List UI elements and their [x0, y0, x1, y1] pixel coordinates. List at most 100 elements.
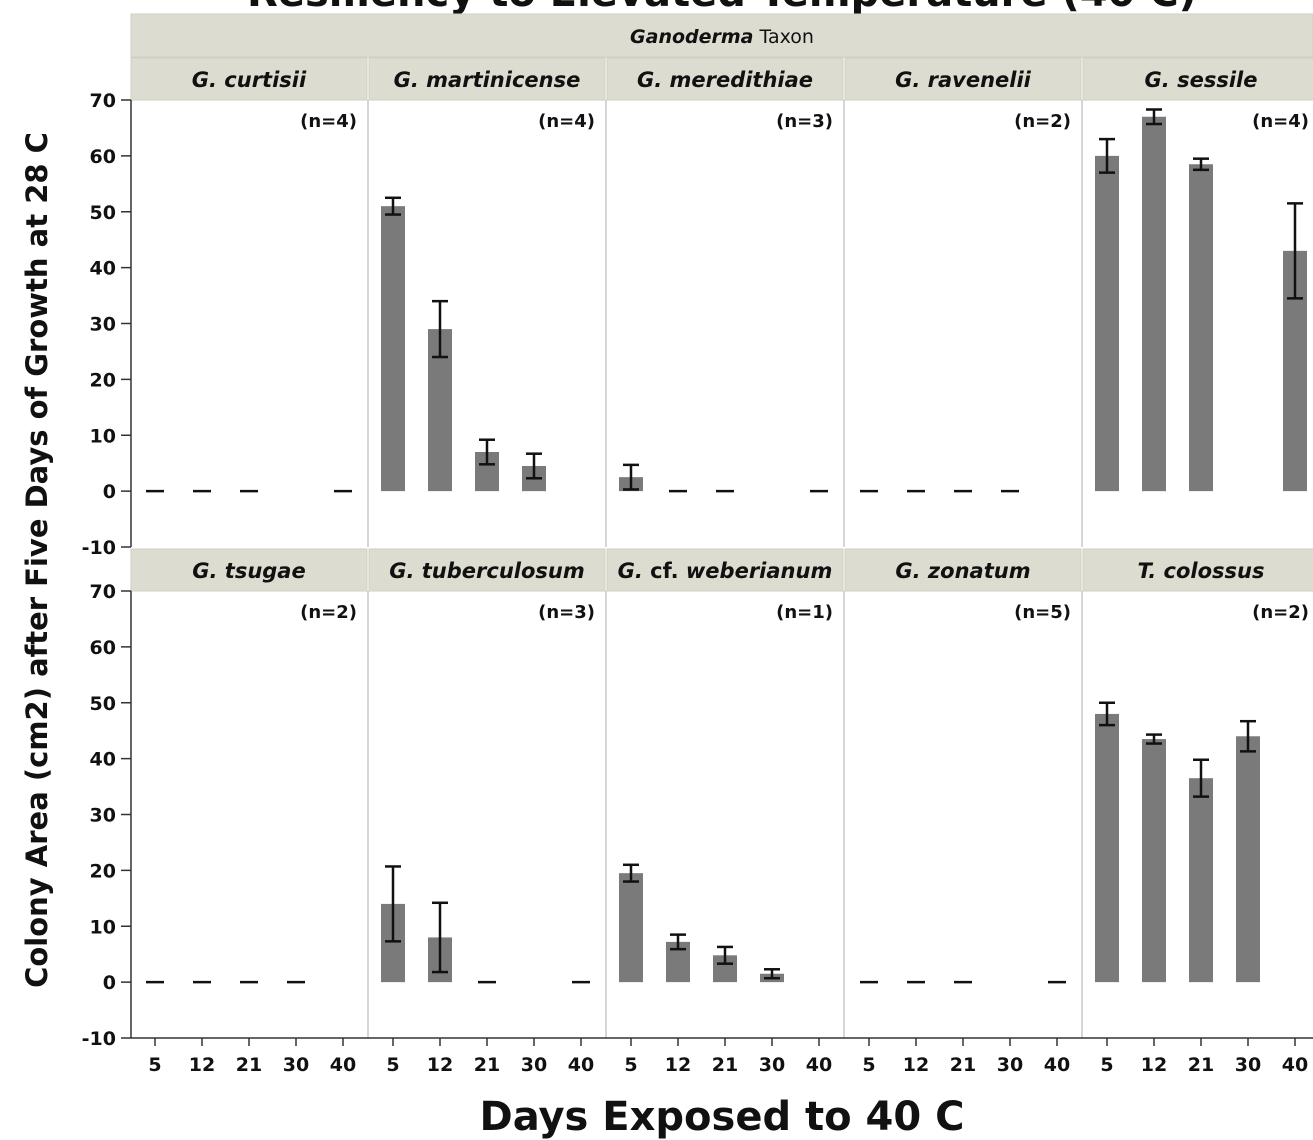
x-tick-label: 5: [148, 1054, 161, 1076]
y-tick-label: 40: [90, 258, 116, 280]
facet-strip-label-part: cf.: [643, 559, 686, 583]
facet-panel: G. cf. weberianum (n=1): [605, 548, 844, 1038]
bar: [1189, 164, 1213, 492]
facet-strip: [1082, 548, 1313, 592]
facet-strip: [1082, 57, 1313, 101]
x-tick-label: 30: [521, 1054, 547, 1076]
y-axis-label: Colony Area (cm2) after Five Days of Gro…: [20, 132, 54, 988]
x-tick-label: 21: [474, 1054, 500, 1076]
sample-size-label: (n=5): [1014, 602, 1071, 623]
x-tick-label: 12: [903, 1054, 929, 1076]
x-tick-label: 40: [330, 1054, 356, 1076]
bar: [619, 873, 643, 983]
y-tick-label: -10: [82, 537, 116, 559]
y-tick-label: 10: [90, 425, 116, 447]
facet-strip-label: G. tsugae: [192, 559, 305, 583]
bar: [1189, 778, 1213, 983]
facet-panel: G. sessile (n=4): [1081, 57, 1313, 547]
x-tick-label: 5: [1100, 1054, 1113, 1076]
y-tick-label: 30: [90, 805, 116, 827]
facet-strip-label: G. ravenelii: [895, 68, 1032, 92]
x-tick-label: 21: [712, 1054, 738, 1076]
x-tick-label: 5: [386, 1054, 399, 1076]
y-tick-label: 70: [90, 90, 116, 112]
x-tick-label: 12: [665, 1054, 691, 1076]
facet-header-rest: Taxon: [759, 26, 814, 48]
bar: [1095, 155, 1119, 492]
sample-size-label: (n=2): [300, 602, 357, 623]
y-tick-label: 40: [90, 749, 116, 771]
facet-panel: G. tuberculosum (n=3): [367, 548, 606, 1038]
y-tick-label: -10: [82, 1028, 116, 1050]
x-tick-label: 30: [283, 1054, 309, 1076]
bar: [381, 206, 405, 492]
y-tick-label: 0: [103, 972, 116, 994]
facet-strip-label: T. colossus: [1138, 559, 1265, 583]
x-tick-label: 40: [1282, 1054, 1308, 1076]
bar: [1142, 739, 1166, 983]
x-tick-label: 40: [1044, 1054, 1070, 1076]
x-tick-label: 30: [997, 1054, 1023, 1076]
facet-strip-label: G. curtisii: [192, 68, 307, 92]
facet-strip: [130, 57, 368, 101]
x-tick-label: 12: [427, 1054, 453, 1076]
facet-strip: [130, 548, 368, 592]
y-tick-label: 70: [90, 581, 116, 603]
facet-panel: G. ravenelii (n=2): [843, 57, 1082, 547]
x-tick-label: 5: [862, 1054, 875, 1076]
facet-strip: [368, 548, 606, 592]
facet-strip-label: G. tuberculosum: [389, 559, 585, 583]
facet-strip-label: G. meredithiae: [637, 68, 813, 92]
axes: -10 0 10 20 30 40 50 60 70 -10 0 10 20 30 40 50 60 70 5 12 2…: [82, 90, 1313, 1076]
x-tick-label: 12: [1141, 1054, 1167, 1076]
y-tick-label: 10: [90, 916, 116, 938]
facet-strip: [606, 548, 844, 592]
facet-header-strip: [130, 13, 1313, 58]
panels: G. curtisii(n=4)G. martinicense(n=4)G. m…: [130, 57, 1313, 1038]
y-tick-label: 0: [103, 481, 116, 503]
x-tick-label: 40: [806, 1054, 832, 1076]
facet-panel: T. colossus (n=2): [1081, 548, 1313, 1038]
y-tick-label: 50: [90, 202, 116, 224]
y-tick-label: 20: [90, 369, 116, 391]
x-axis-label: Days Exposed to 40 C: [480, 1094, 965, 1140]
x-tick-label: 30: [759, 1054, 785, 1076]
facet-strip-label-part: weberianum: [686, 559, 832, 583]
y-tick-label: 60: [90, 637, 116, 659]
facet-strip-label: G. cf. weberianum: [618, 559, 833, 583]
facet-strip-label: G. martinicense: [394, 68, 581, 92]
x-tick-label: 21: [236, 1054, 262, 1076]
facet-strip-label: G. sessile: [1145, 68, 1258, 92]
sample-size-label: (n=2): [1014, 111, 1071, 132]
sample-size-label: (n=3): [538, 602, 595, 623]
y-tick-label: 20: [90, 860, 116, 882]
facet-strip-label-part: G.: [618, 559, 643, 583]
facet-strip: [844, 57, 1082, 101]
facet-panel: G. martinicense (n=4): [367, 57, 606, 547]
facet-panel: G. tsugae (n=2): [130, 548, 368, 984]
facet-header-italic: Ganoderma: [630, 26, 753, 48]
facet-panel: G. meredithiae (n=3): [605, 57, 844, 547]
facet-strip: [368, 57, 606, 101]
x-tick-label: 12: [189, 1054, 215, 1076]
bar: [1095, 713, 1119, 983]
facet-panel: G. zonatum (n=5): [843, 548, 1082, 1038]
facet-strip: [606, 57, 844, 101]
facet-panel: G. curtisii (n=4): [130, 57, 368, 493]
x-tick-label: 30: [1235, 1054, 1261, 1076]
sample-size-label: (n=3): [776, 111, 833, 132]
x-tick-label: 21: [950, 1054, 976, 1076]
sample-size-label: (n=4): [1252, 111, 1309, 132]
x-tick-label: 40: [568, 1054, 594, 1076]
y-tick-label: 30: [90, 314, 116, 336]
facet-strip: [844, 548, 1082, 592]
x-tick-label: 21: [1188, 1054, 1214, 1076]
chart-title: Resiliency to Elevated Temperature (40 C…: [247, 0, 1197, 16]
y-tick-label: 50: [90, 693, 116, 715]
sample-size-label: (n=1): [776, 602, 833, 623]
sample-size-label: (n=2): [1252, 602, 1309, 623]
x-tick-label: 5: [624, 1054, 637, 1076]
bar: [1236, 736, 1260, 983]
y-tick-label: 60: [90, 146, 116, 168]
